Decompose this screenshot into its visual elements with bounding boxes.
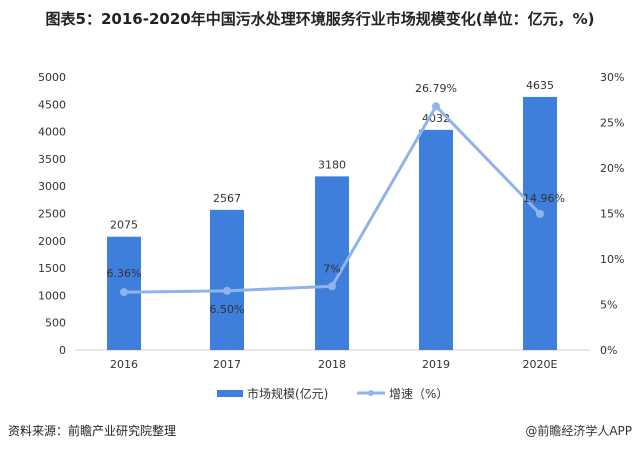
source-note: 资料来源：前瞻产业研究院整理 (8, 424, 177, 438)
growth-label: 6.36% (107, 267, 142, 280)
bar-label: 3180 (318, 158, 346, 171)
bar (210, 209, 244, 350)
credit-note: @前瞻经济学人APP (525, 424, 632, 438)
growth-point (120, 288, 128, 297)
legend-bar-swatch (217, 390, 243, 397)
left-tick-label: 2000 (38, 235, 66, 248)
right-tick-label: 15% (600, 208, 624, 221)
x-tick-label: 2020E (523, 358, 558, 371)
chart-title: 图表5：2016-2020年中国污水处理环境服务行业市场规模变化(单位：亿元，%… (45, 10, 595, 28)
right-tick-label: 10% (600, 253, 624, 266)
bar (315, 176, 349, 350)
left-tick-label: 500 (45, 317, 66, 330)
right-tick-label: 30% (600, 71, 624, 84)
right-tick-label: 5% (600, 299, 617, 312)
left-tick-label: 4000 (38, 126, 66, 139)
growth-point (223, 286, 231, 295)
bar (419, 129, 453, 350)
x-tick-label: 2018 (318, 358, 346, 371)
bar-label: 2075 (110, 219, 138, 232)
legend-line-label: 增速（%） (389, 387, 448, 401)
growth-point (536, 209, 544, 218)
bar-label: 4635 (526, 79, 554, 92)
legend-line-marker (368, 390, 374, 396)
right-tick-label: 20% (600, 162, 624, 175)
left-tick-label: 0 (59, 344, 66, 357)
growth-point (432, 102, 440, 111)
growth-point (328, 282, 336, 291)
bar-label: 2567 (213, 192, 241, 205)
growth-label: 14.96% (523, 192, 565, 205)
bar (523, 96, 557, 350)
left-tick-label: 3500 (38, 153, 66, 166)
left-tick-label: 3000 (38, 180, 66, 193)
growth-label: 7% (323, 262, 340, 275)
left-tick-label: 2500 (38, 208, 66, 221)
x-tick-label: 2017 (213, 358, 241, 371)
left-tick-label: 4500 (38, 98, 66, 111)
x-tick-label: 2019 (422, 358, 450, 371)
x-tick-label: 2016 (110, 358, 138, 371)
right-tick-label: 0% (600, 344, 617, 357)
left-tick-label: 5000 (38, 71, 66, 84)
growth-label: 6.50% (210, 303, 245, 316)
legend-bar-label: 市场规模(亿元) (247, 386, 328, 401)
right-tick-label: 25% (600, 117, 624, 130)
left-tick-label: 1000 (38, 289, 66, 302)
growth-label: 26.79% (415, 82, 457, 95)
left-tick-label: 1500 (38, 262, 66, 275)
